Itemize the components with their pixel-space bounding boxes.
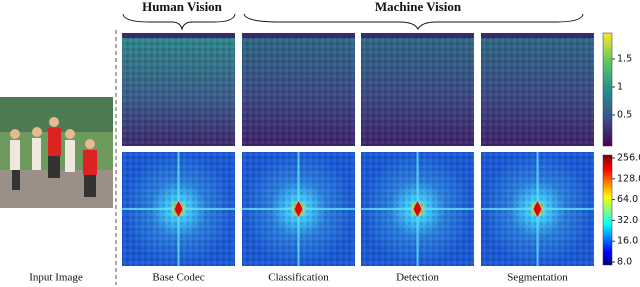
feature-map-noise — [481, 33, 594, 146]
column-label: Segmentation — [507, 272, 568, 284]
feature-map-edge — [361, 33, 474, 38]
colorbar-tick-label: 32.0 — [617, 215, 638, 226]
brace — [243, 13, 584, 31]
colorbar — [602, 154, 613, 266]
colorbar-tick-label: 1 — [617, 82, 623, 93]
spectrum-peak — [294, 201, 303, 217]
feature-map-noise — [242, 33, 355, 146]
column-label: Base Codec — [152, 272, 204, 284]
colorbar-tick-label: 64.0 — [617, 194, 638, 205]
colorbar-tick-label: 0.5 — [617, 110, 632, 121]
column-label: Detection — [396, 272, 439, 284]
spectrum-peak — [533, 201, 542, 217]
feature-map-noise — [361, 33, 474, 146]
machine-vision-header: Machine Vision — [375, 0, 462, 14]
brace — [122, 13, 236, 31]
feature-map-noise — [122, 33, 235, 146]
spectrum-peak — [174, 201, 183, 217]
colorbar — [602, 32, 613, 147]
human-vision-header: Human Vision — [142, 0, 223, 14]
colorbar-tick-label: 256.0 — [617, 153, 640, 164]
feature-map-edge — [122, 33, 235, 38]
column-label: Classification — [268, 272, 329, 284]
feature-map-edge — [242, 33, 355, 38]
colorbar-tick-label: 1.5 — [617, 54, 632, 65]
colorbar-tick-label: 128.0 — [617, 173, 640, 184]
feature-map-edge — [481, 33, 594, 38]
input-image — [0, 97, 113, 208]
column-label: Input Image — [29, 272, 83, 284]
spectrum-peak — [413, 201, 422, 217]
colorbar-tick-label: 16.0 — [617, 236, 638, 247]
colorbar-tick-label: 8.0 — [617, 257, 632, 268]
